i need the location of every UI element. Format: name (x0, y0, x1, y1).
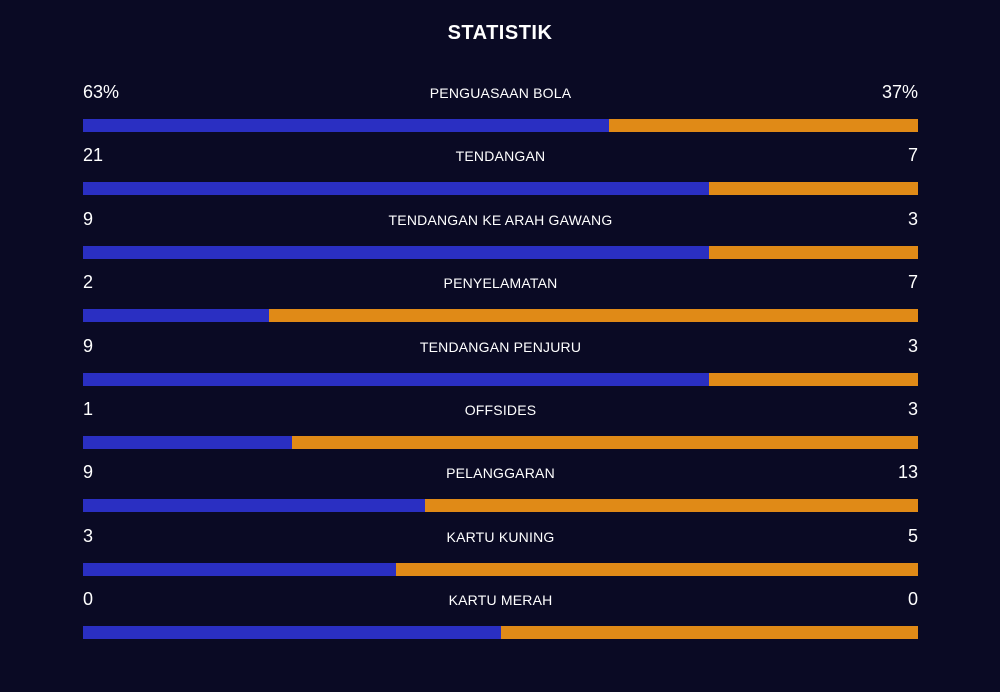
left-team-value: 1 (83, 398, 94, 419)
comparison-bar (83, 499, 918, 513)
comparison-bar (83, 182, 918, 196)
left-team-value: 63% (83, 82, 120, 102)
left-team-bar (83, 309, 269, 323)
comparison-bar (83, 562, 918, 576)
stat-label: KARTU KUNING (446, 528, 555, 545)
stat-row-fouls: 9 PELANGGARAN 13 (83, 458, 918, 521)
left-team-value: 9 (83, 335, 94, 356)
right-team-value: 37% (881, 82, 918, 102)
right-team-value: 3 (907, 208, 918, 229)
left-team-value: 9 (83, 462, 94, 483)
left-team-bar (83, 182, 710, 196)
stat-row-red-cards: 0 KARTU MERAH 0 (83, 585, 918, 648)
left-team-bar (83, 245, 710, 259)
right-team-value: 7 (907, 272, 918, 293)
stat-row-shots-on-target: 9 TENDANGAN KE ARAH GAWANG 3 (83, 205, 918, 268)
right-team-bar (396, 562, 918, 576)
left-team-value: 2 (83, 272, 94, 293)
stat-label: PELANGGARAN (446, 465, 555, 482)
stat-label: KARTU MERAH (448, 592, 553, 609)
left-team-bar (83, 499, 425, 513)
left-team-value: 9 (83, 208, 94, 229)
right-team-bar (709, 372, 918, 386)
comparison-bar (83, 119, 918, 132)
stats-title: STATISTIK (447, 22, 553, 44)
stat-label: PENYELAMATAN (443, 275, 558, 292)
left-team-bar (83, 626, 501, 640)
comparison-bar (83, 626, 918, 640)
right-team-bar (424, 499, 918, 513)
stat-label: PENGUASAAN BOLA (429, 85, 572, 101)
right-team-bar (268, 309, 918, 323)
right-team-bar (609, 119, 918, 132)
right-team-value: 0 (907, 589, 918, 610)
stat-row-shots: 21 TENDANGAN 7 (83, 141, 918, 204)
left-team-value: 0 (83, 589, 94, 610)
left-team-bar (83, 119, 610, 132)
right-team-bar (709, 245, 918, 259)
stat-label: TENDANGAN (455, 148, 546, 165)
comparison-bar (83, 245, 918, 259)
stat-label: TENDANGAN PENJURU (419, 338, 582, 355)
right-team-bar (500, 626, 918, 640)
comparison-bar (83, 309, 918, 323)
right-team-bar (291, 435, 918, 449)
left-team-bar (83, 372, 710, 386)
left-team-value: 3 (83, 525, 94, 546)
left-team-bar (83, 435, 292, 449)
stat-label: OFFSIDES (464, 401, 537, 418)
right-team-value: 3 (907, 398, 918, 419)
stat-row-offsides: 1 OFFSIDES 3 (83, 395, 918, 458)
stat-row-corners: 9 TENDANGAN PENJURU 3 (83, 332, 918, 395)
comparison-bar (83, 435, 918, 449)
right-team-value: 3 (907, 335, 918, 356)
right-team-value: 13 (897, 462, 918, 483)
right-team-value: 5 (907, 525, 918, 546)
left-team-bar (83, 562, 397, 576)
right-team-bar (709, 182, 918, 196)
right-team-value: 7 (907, 145, 918, 166)
stat-row-possession: 63% PENGUASAAN BOLA 37% (83, 78, 918, 141)
stat-row-yellow-cards: 3 KARTU KUNING 5 (83, 522, 918, 585)
comparison-bar (83, 372, 918, 386)
stat-row-saves: 2 PENYELAMATAN 7 (83, 268, 918, 331)
left-team-value: 21 (83, 145, 104, 166)
stat-label: TENDANGAN KE ARAH GAWANG (388, 211, 613, 228)
stats-list: 63% PENGUASAAN BOLA 37% 21 TENDANGAN 7 9… (83, 78, 918, 649)
